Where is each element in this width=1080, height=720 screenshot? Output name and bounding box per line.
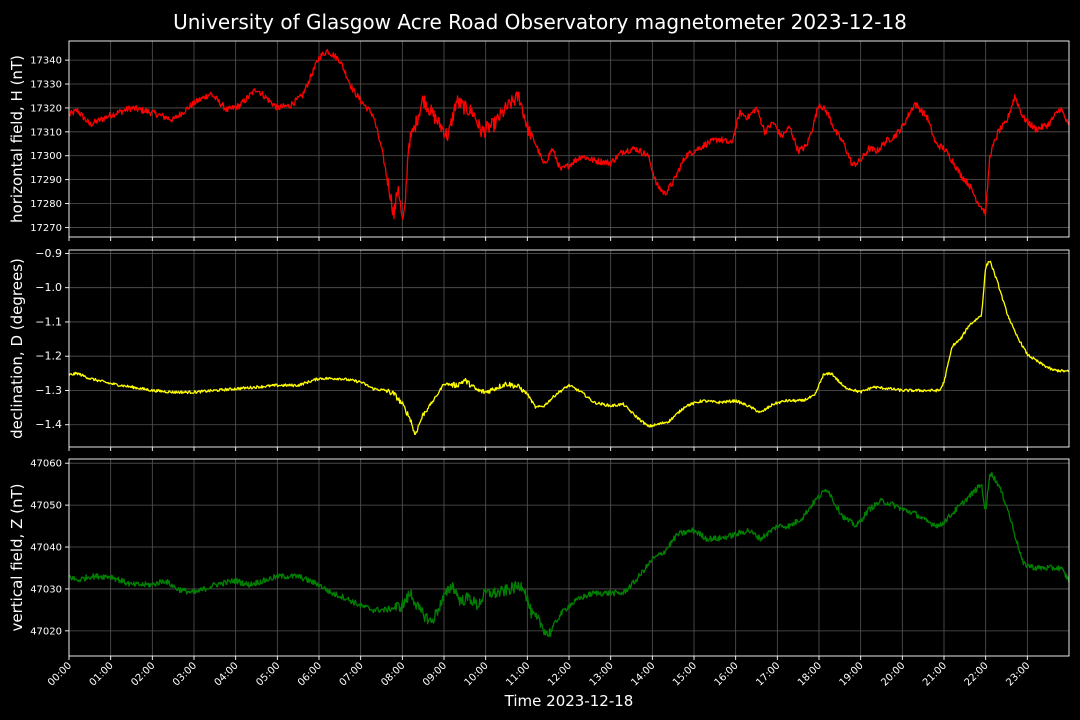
x-tick-label: 05:00 [254,660,282,688]
x-tick-label: 01:00 [88,660,116,688]
panel-3: 47020 47030 47040 47050 47060 vertical field,… [8,458,1070,660]
y-tick-label: 17300 [30,151,62,162]
y-tick-label: −1.4 [35,418,62,431]
y-tick-label: 17290 [30,175,62,186]
y-tick-label: −1.0 [35,281,62,294]
x-tick-label: 20:00 [879,660,907,688]
plot-frame [68,249,1070,448]
x-tick-label: 02:00 [129,660,157,688]
panels: 17270 17280 17290 17300 17310 17320 17330 17340… [8,40,1070,689]
series-line-3 [68,471,1070,637]
x-tick-label: 03:00 [171,660,199,688]
x-tick-label: 11:00 [504,660,532,688]
y-tick-label: 17330 [30,80,62,91]
x-tick-label: 18:00 [796,660,824,688]
x-tick-label: 14:00 [629,660,657,688]
y-tick-label: 17340 [30,56,62,67]
plot-frame [68,40,1070,238]
x-tick-label: 12:00 [546,660,574,688]
x-tick-label: 19:00 [838,660,866,688]
y-tick-label: 47050 [30,501,62,512]
y-tick-label: 47040 [30,543,62,554]
x-tick-label: 06:00 [296,660,324,688]
y-axis-label-2: declination, D (degrees) [8,258,26,439]
x-tick-label: 07:00 [338,660,366,688]
y-tick-label: −0.9 [35,247,62,260]
x-axis-label: Time 2023-12-18 [504,692,634,710]
x-tick-label: 08:00 [379,660,407,688]
y-axis-label-3: vertical field, Z (nT) [8,483,26,631]
x-tick-label: 16:00 [713,660,741,688]
y-tick-label: 17280 [30,199,62,210]
x-tick-label: 09:00 [421,660,449,688]
y-tick-label: −1.1 [35,315,62,328]
y-tick-label: 47020 [30,626,62,637]
x-tick-label: 22:00 [963,660,991,688]
x-tick-label: 04:00 [213,660,241,688]
x-tick-label: 15:00 [671,660,699,688]
y-axis-label-1: horizontal field, H (nT) [8,55,26,223]
y-tick-label: 17320 [30,103,62,114]
y-tick-label: 17310 [30,127,62,138]
x-tick-label: 10:00 [463,660,491,688]
panel-1: 17270 17280 17290 17300 17310 17320 17330 17340… [8,40,1070,241]
series-line-2 [68,260,1070,436]
y-tick-label: −1.2 [35,350,62,363]
plot-frame [68,458,1070,657]
x-tick-label: 23:00 [1004,660,1032,688]
chart-title: University of Glasgow Acre Road Observat… [173,10,907,34]
x-tick-label: 00:00 [46,660,74,688]
panel-2: −1.4 −1.3 −1.2 −1.1 −1.0 −0.9 declination, D (… [8,247,1070,451]
y-tick-label: 47030 [30,584,62,595]
x-tick-label: 21:00 [921,660,949,688]
y-tick-label: −1.3 [35,384,62,397]
y-tick-label: 47060 [30,459,62,470]
x-tick-label: 13:00 [588,660,616,688]
series-line-1 [68,49,1070,221]
x-tick-label: 17:00 [754,660,782,688]
y-tick-label: 17270 [30,223,62,234]
